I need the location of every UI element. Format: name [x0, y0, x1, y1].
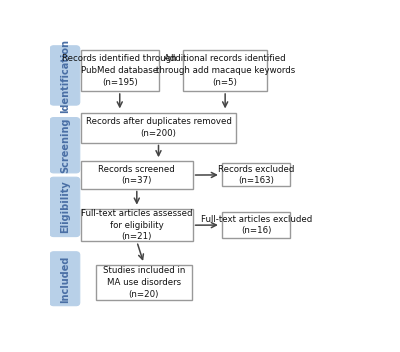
Bar [183, 50, 267, 91]
Text: Full-text articles assessed
for eligibility
(n=21): Full-text articles assessed for eligibil… [81, 209, 192, 241]
Bar [81, 162, 193, 189]
Bar [81, 209, 193, 241]
Text: Studies included in
MA use disorders
(n=20): Studies included in MA use disorders (n=… [103, 266, 185, 299]
Text: Identification: Identification [60, 39, 70, 113]
FancyBboxPatch shape [50, 46, 80, 105]
Bar [81, 50, 158, 91]
FancyBboxPatch shape [50, 252, 80, 306]
Bar [222, 163, 290, 187]
FancyBboxPatch shape [50, 118, 80, 173]
Text: Included: Included [60, 255, 70, 303]
Text: Full-text articles excluded
(n=16): Full-text articles excluded (n=16) [200, 215, 312, 235]
FancyBboxPatch shape [50, 177, 80, 237]
Text: Records excluded
(n=163): Records excluded (n=163) [218, 164, 294, 185]
Text: Screening: Screening [60, 118, 70, 173]
Text: Records identified through
PubMed database
(n=195): Records identified through PubMed databa… [62, 55, 177, 87]
Bar [222, 212, 290, 238]
Bar [96, 265, 192, 300]
Text: Eligibility: Eligibility [60, 181, 70, 233]
Text: Records screened
(n=37): Records screened (n=37) [98, 165, 175, 186]
Text: Additional records identified
through add macaque keywords
(n=5): Additional records identified through ad… [156, 55, 295, 87]
Text: Records after duplicates removed
(n=200): Records after duplicates removed (n=200) [86, 117, 232, 138]
Bar [81, 113, 236, 143]
